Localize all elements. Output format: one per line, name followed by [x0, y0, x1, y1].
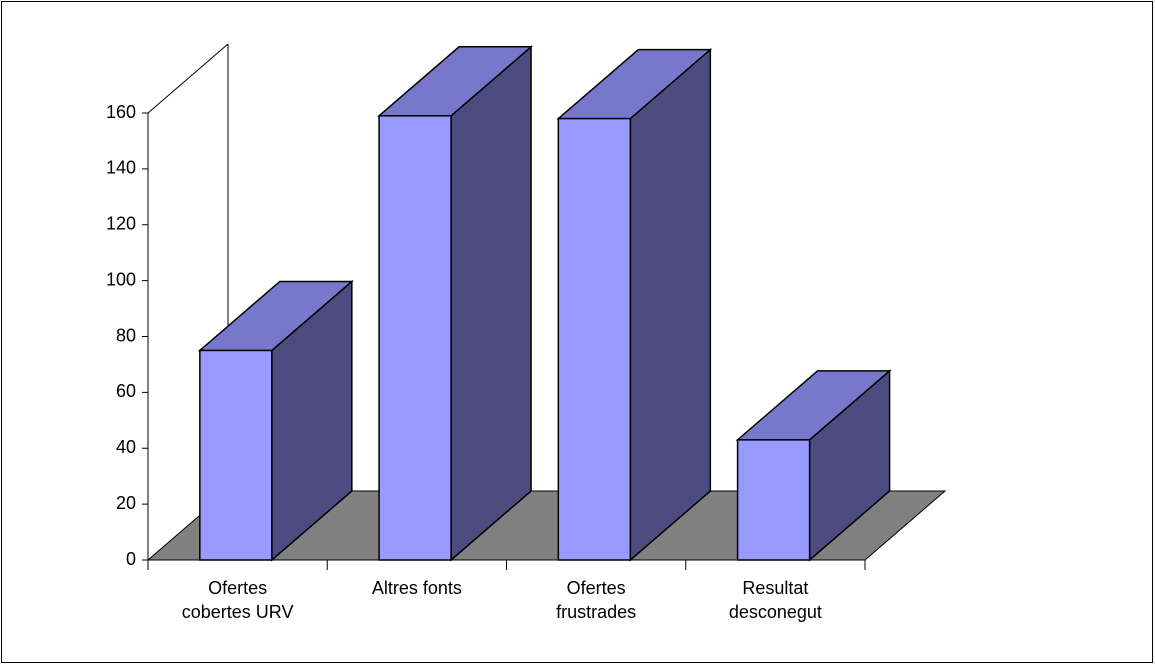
bar-side — [450, 45, 532, 562]
x-tick-label: Ofertes cobertes URV — [181, 578, 294, 622]
x-tick-label: Resultat desconegut — [728, 578, 822, 622]
y-tick-label: 80 — [116, 325, 136, 345]
bar-side — [629, 47, 712, 562]
side-wall-edge — [147, 43, 229, 114]
y-tick-label: 140 — [106, 158, 136, 178]
x-tick-label: Ofertes frustrades — [556, 578, 637, 622]
y-tick-label: 20 — [116, 493, 136, 513]
bar — [378, 115, 452, 561]
y-tick-label: 60 — [116, 381, 136, 401]
x-tick-label: Altres fonts — [371, 578, 462, 598]
bar — [736, 439, 811, 561]
bar — [199, 349, 273, 561]
y-tick-label: 120 — [106, 214, 136, 234]
y-tick-label: 40 — [116, 437, 136, 457]
bar — [557, 117, 632, 561]
y-tick-label: 0 — [126, 549, 136, 569]
y-tick-label: 160 — [106, 102, 136, 122]
y-tick-label: 100 — [106, 269, 136, 289]
